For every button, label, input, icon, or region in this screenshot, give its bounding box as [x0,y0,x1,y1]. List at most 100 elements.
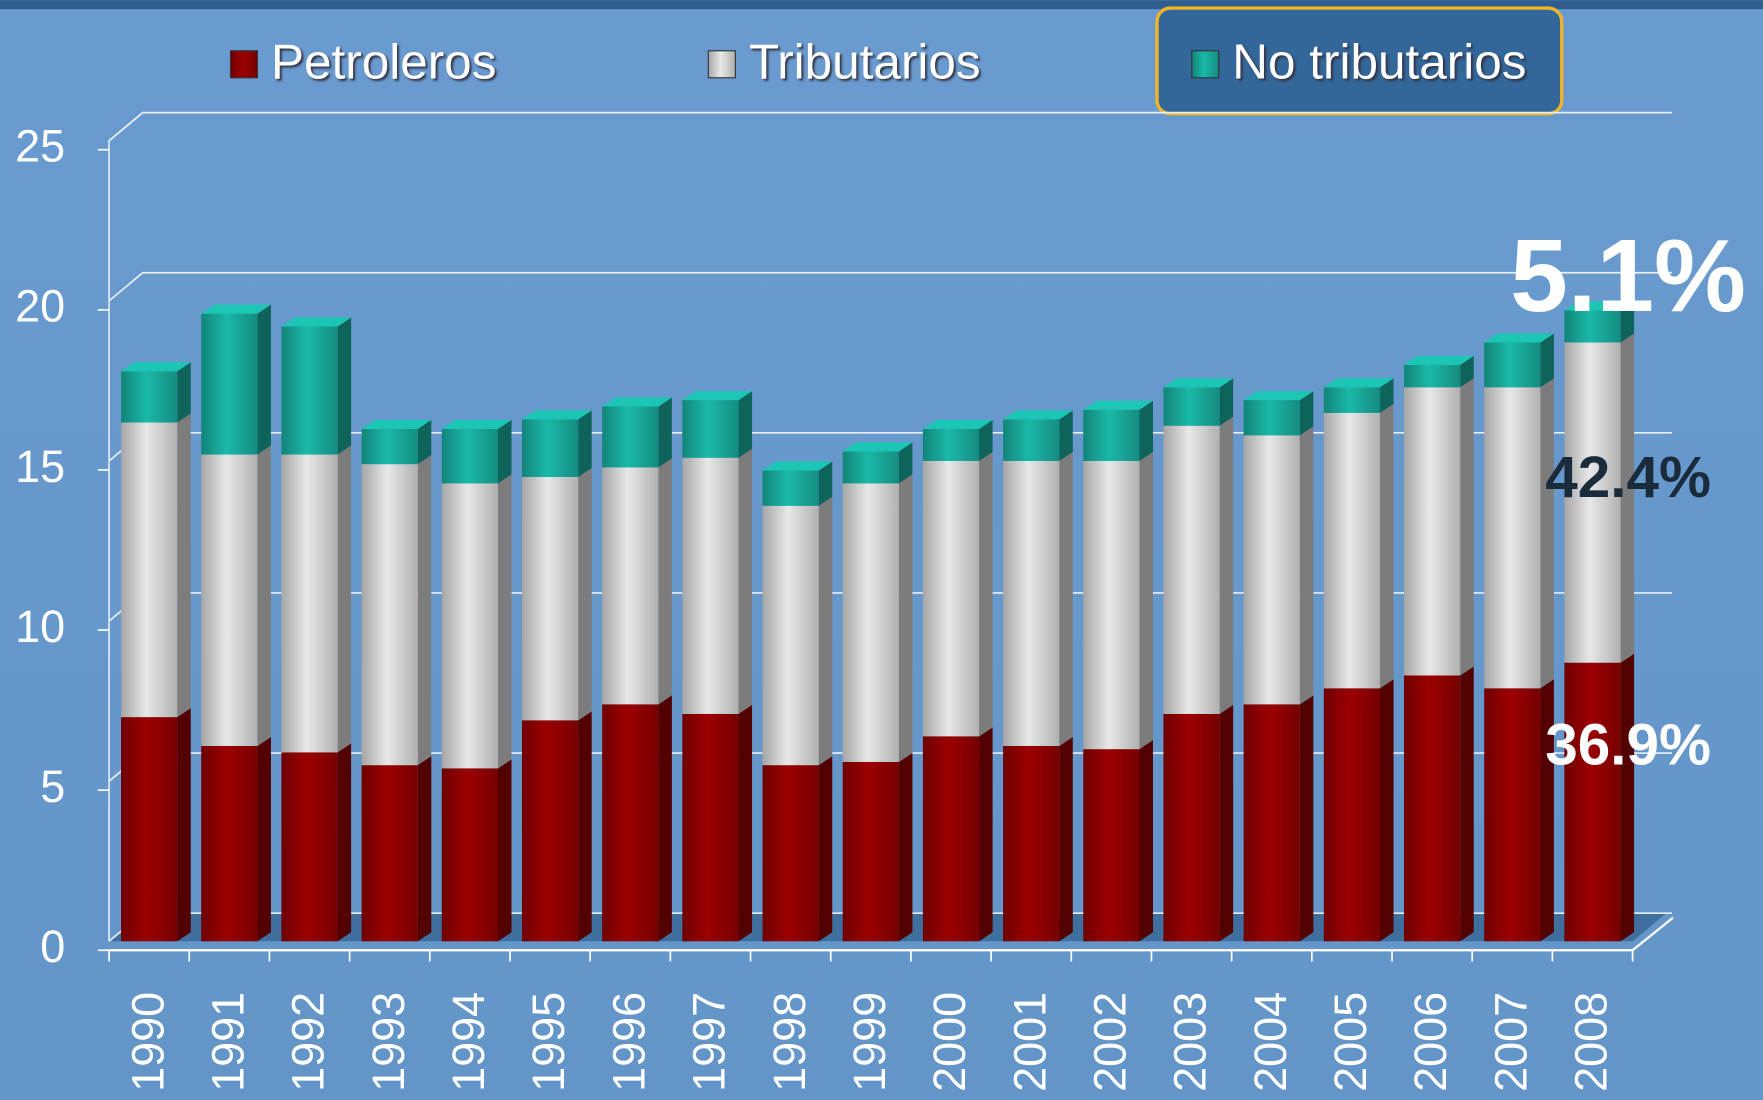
legend-label: Petroleros [271,34,496,89]
bar-top [1003,410,1073,420]
bar [1083,749,1140,942]
bar [922,428,980,461]
bar-side [417,455,432,766]
bar-side [1219,704,1234,942]
bar-side [498,419,512,484]
bar-top [682,391,753,401]
x-tick-label: 2003 [1165,992,1216,1092]
bar-top [922,419,993,429]
bar-top [1243,391,1314,401]
bar [1163,713,1220,942]
bar [201,313,258,455]
bar-side [898,474,913,762]
bar-side [417,756,432,942]
bar-top [441,419,512,429]
x-tick-label: 2007 [1485,992,1536,1092]
x-tick-label: 2008 [1566,992,1617,1092]
bar-side [658,695,672,942]
bar-side [1620,653,1635,942]
bar-side [257,736,271,942]
bar-side [1620,301,1635,343]
bar-top [842,442,913,452]
bar-side [1299,426,1314,705]
bar-side [1219,378,1234,426]
x-tick-label: 1992 [283,992,334,1092]
floor-edge [1631,916,1674,952]
bar [1404,364,1461,388]
bar-top [762,461,833,471]
x-tick-label: 2005 [1325,992,1376,1092]
top-band [0,0,1763,10]
bar-side [578,467,592,721]
bar-side [257,445,271,746]
bar-side [818,461,833,506]
bar [201,454,258,746]
bar-side [1219,416,1234,714]
bar-top [201,304,271,314]
bar-side [1380,403,1394,689]
bar [922,460,980,737]
bar [1003,460,1060,746]
plot: 0 5 10 15 20 25 1990 1991 1992 1993 1994 1995 1996 19… [15,34,1746,1091]
bar [762,505,819,766]
x-tick-label: 1995 [523,992,574,1092]
bar [361,464,418,766]
bar-side [578,711,592,942]
bar-side [1139,451,1153,750]
bar-side [898,752,913,942]
bar-top [1564,301,1635,311]
annotation: 36.9% [1545,712,1711,777]
bar [1243,400,1300,436]
bar-side [1620,333,1635,663]
bar-side [1380,378,1394,413]
bar [1083,460,1140,750]
bar-side [979,451,993,737]
legend-highlight[interactable] [1155,6,1564,116]
bar-side [1380,679,1394,942]
bar [1323,387,1381,413]
bar [1243,704,1300,942]
x-tick-label: 2002 [1084,992,1135,1092]
bar [1163,425,1220,714]
x-tick-label: 1993 [363,992,414,1092]
y-tick-label: 20 [15,281,65,332]
x-tick-label: 1999 [844,992,895,1092]
bar [1564,662,1621,942]
bar-side [898,442,913,484]
grid-line [108,271,1672,302]
bar [441,428,499,484]
x-tick-label: 1996 [603,992,654,1092]
bar [762,470,819,506]
bar [1404,675,1461,942]
bar [1003,419,1060,461]
x-tick-label: 1998 [764,992,815,1092]
bar [521,720,579,942]
bar [602,406,659,468]
bar [842,451,899,484]
bar [361,765,418,942]
bar-side [738,448,753,714]
bar-top [1163,378,1234,388]
bar-side [738,391,753,458]
bar [1083,409,1140,461]
bar-top [1323,378,1394,388]
bar-side [658,397,672,468]
x-tick-label: 1990 [122,992,173,1092]
bar [441,483,499,769]
bar-side [1299,695,1314,942]
bar-side [1540,378,1554,689]
bar [922,736,980,942]
bar [1323,412,1381,689]
bar-side [1460,355,1474,388]
bar-side [337,743,352,942]
bar-side [177,413,191,718]
bar-side [257,304,271,455]
bar [281,326,338,455]
y-tick-label: 10 [15,601,65,652]
bar-top [281,317,352,327]
bar-side [498,759,512,942]
bar [682,400,739,458]
x-tick-label: 2001 [1004,992,1055,1092]
y-tick-label: 25 [15,121,65,172]
